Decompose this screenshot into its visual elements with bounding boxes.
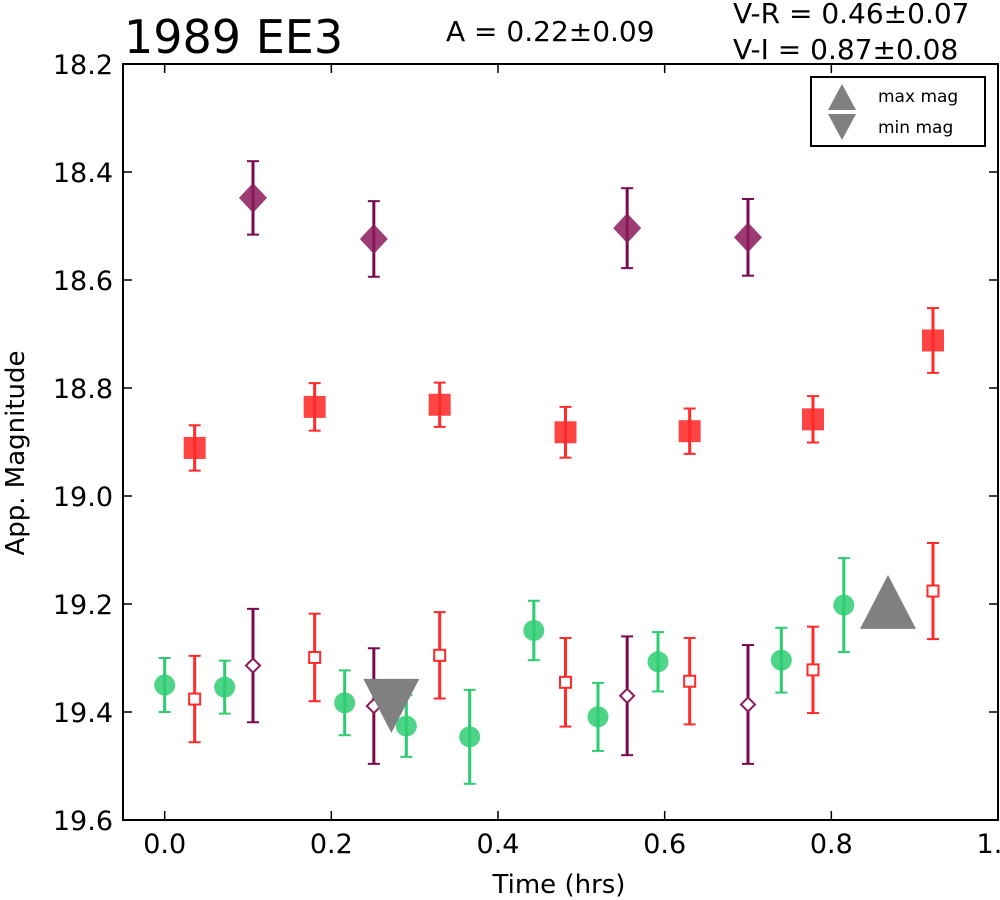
data-point-circle xyxy=(334,692,356,714)
y-tick-label: 19.4 xyxy=(53,698,113,729)
data-point-square xyxy=(183,436,206,459)
data-point-diamond xyxy=(734,222,762,253)
data-point-open-square xyxy=(433,648,447,662)
data-point-open-diamond xyxy=(739,696,757,713)
data-point-open-square xyxy=(806,663,820,677)
color-index-vr: V-R = 0.46±0.07 xyxy=(733,0,970,30)
data-point-diamond xyxy=(359,223,388,254)
axes: 0.0 0.2 0.4 0.6 0.8 1.0 18.2 18.4 18.6 18.8 19.0 19… xyxy=(53,50,1000,860)
y-tick-label: 18.8 xyxy=(53,374,113,405)
x-tick-label: 1.0 xyxy=(977,829,1000,860)
x-tick-label: 0.2 xyxy=(310,829,353,860)
color-index-vi: V-I = 0.87±0.08 xyxy=(733,33,959,66)
x-tick-label: 0.0 xyxy=(143,829,186,860)
data-point-square xyxy=(554,421,577,444)
x-axis-label: Time (hrs) xyxy=(492,870,626,900)
data-point-square xyxy=(922,329,944,352)
data-point-square xyxy=(802,408,824,431)
data-point-open-square xyxy=(188,692,202,706)
legend: max mag min mag xyxy=(810,76,986,147)
data-point-circle xyxy=(523,619,545,641)
data-point-circle xyxy=(395,715,417,737)
y-tick-label: 18.4 xyxy=(53,158,113,189)
chart-title: 1989 EE3 xyxy=(124,10,344,64)
data-point-open-square xyxy=(559,675,572,689)
y-tick-label: 18.6 xyxy=(53,266,113,297)
y-tick-label: 19.2 xyxy=(53,590,113,621)
legend-max-marker xyxy=(828,84,856,110)
data-point-open-square xyxy=(926,584,940,598)
data-point-square xyxy=(303,395,326,418)
data-point-circle xyxy=(647,651,669,673)
data-marks xyxy=(154,160,944,785)
y-axis-label: App. Magnitude xyxy=(1,350,31,555)
data-point-circle xyxy=(587,706,609,728)
x-tick-label: 0.4 xyxy=(477,829,520,860)
amplitude-label: A = 0.22±0.09 xyxy=(446,15,655,48)
min-mag-marker xyxy=(363,678,420,733)
legend-min-marker xyxy=(828,114,856,140)
data-point-square xyxy=(678,420,701,443)
data-point-open-square xyxy=(683,674,697,688)
data-point-circle xyxy=(459,726,481,748)
data-point-open-diamond xyxy=(618,687,636,705)
x-tick-label: 0.6 xyxy=(643,829,686,860)
data-point-open-diamond xyxy=(244,657,262,674)
legend-max-label: max mag xyxy=(878,87,958,107)
y-tick-label: 18.2 xyxy=(53,50,113,81)
plot-frame xyxy=(122,63,999,821)
legend-min-label: min mag xyxy=(878,118,953,138)
data-point-open-square xyxy=(308,650,322,664)
data-point-circle xyxy=(833,594,855,616)
y-tick-label: 19.0 xyxy=(53,482,113,513)
data-point-circle xyxy=(154,674,176,696)
x-tick-label: 0.8 xyxy=(810,829,853,860)
data-point-circle xyxy=(214,676,236,698)
data-point-diamond xyxy=(239,182,267,213)
data-point-square xyxy=(428,393,451,416)
y-tick-label: 19.6 xyxy=(53,806,113,837)
data-point-circle xyxy=(770,649,792,671)
max-mag-marker xyxy=(860,574,916,629)
data-point-diamond xyxy=(613,213,642,244)
